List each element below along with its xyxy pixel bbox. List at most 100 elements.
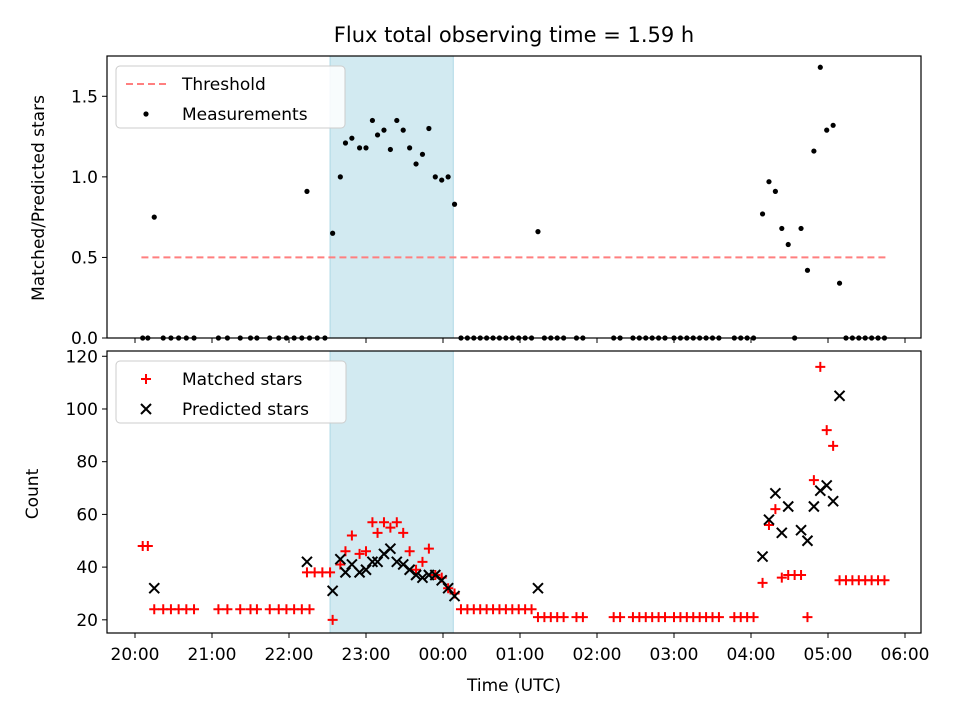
legend-measurement-swatch <box>143 111 149 117</box>
data-point <box>763 513 775 526</box>
data-point <box>304 604 315 615</box>
y-tick-label: 0.5 <box>71 248 98 268</box>
data-point <box>349 135 355 141</box>
x-tick-label: 00:00 <box>419 645 468 665</box>
data-point <box>410 569 422 581</box>
data-point <box>532 582 544 594</box>
data-point <box>385 522 396 533</box>
data-point <box>824 127 830 133</box>
data-point <box>713 612 724 623</box>
data-point <box>330 230 336 236</box>
data-point <box>304 188 310 194</box>
data-point <box>772 188 778 194</box>
data-point <box>235 604 246 615</box>
data-point <box>808 500 820 513</box>
data-point <box>436 574 448 586</box>
data-point <box>354 548 365 559</box>
data-point <box>759 211 766 217</box>
top-panel: 0.0 0.5 1.0 1.5 Threshold Measurements <box>71 55 922 349</box>
data-point <box>439 177 445 183</box>
data-point <box>445 174 451 180</box>
data-point <box>371 556 384 568</box>
data-point <box>400 127 406 133</box>
data-point <box>423 543 434 554</box>
data-point <box>374 132 381 138</box>
data-point <box>327 614 338 625</box>
data-point <box>615 612 626 623</box>
data-point <box>339 566 352 579</box>
data-point <box>821 425 832 436</box>
data-point <box>802 612 813 623</box>
data-point <box>442 582 454 594</box>
x-tick-label: 05:00 <box>804 645 853 665</box>
data-point <box>801 535 814 547</box>
data-point <box>384 542 397 555</box>
data-point <box>416 571 429 584</box>
data-point <box>363 145 369 151</box>
data-point <box>426 125 432 132</box>
legend-label: Threshold <box>181 75 266 95</box>
data-point <box>757 577 768 588</box>
data-point <box>394 117 400 124</box>
bottom-y-axis-label: Count <box>23 468 43 519</box>
y-tick-label: 1.5 <box>71 87 98 107</box>
y-tick-label: 60 <box>76 505 98 525</box>
data-point <box>535 229 541 235</box>
data-point <box>815 361 826 372</box>
legend-label: Measurements <box>182 105 308 125</box>
data-point <box>785 241 791 248</box>
bottom-panel: 20 40 60 80 100 120 20:00 21:00 22:00 23:00 00:00 0… <box>66 347 930 665</box>
data-point <box>776 527 788 539</box>
data-point <box>795 524 807 536</box>
data-point <box>833 390 846 402</box>
x-tick-label: 02:00 <box>573 645 622 665</box>
y-tick-label: 120 <box>66 347 98 367</box>
data-point <box>796 570 807 581</box>
data-point <box>222 604 233 615</box>
x-tick-label: 23:00 <box>342 645 391 665</box>
data-point <box>398 527 409 538</box>
legend-matched-swatch <box>141 374 151 384</box>
data-point <box>411 564 422 575</box>
data-point <box>804 267 811 273</box>
data-point <box>766 179 772 185</box>
data-point <box>334 553 347 565</box>
y-tick-label: 100 <box>66 400 98 420</box>
data-point <box>782 500 794 513</box>
legend-box <box>115 360 347 424</box>
data-point <box>770 504 781 515</box>
data-point <box>381 127 387 133</box>
data-point <box>413 161 419 167</box>
series-predicted-stars <box>148 390 846 602</box>
data-point <box>432 174 438 180</box>
data-point <box>558 612 569 623</box>
data-point <box>366 556 379 568</box>
top-y-axis-label: Matched/Predicted stars <box>29 95 49 301</box>
data-point <box>264 604 275 615</box>
data-point <box>326 585 339 597</box>
data-point <box>149 604 160 615</box>
x-tick-label: 06:00 <box>881 645 930 665</box>
data-point <box>142 541 153 552</box>
data-point <box>367 517 378 528</box>
legend-label: Predicted stars <box>182 400 309 420</box>
data-point <box>417 556 428 567</box>
y-tick-label: 1.0 <box>71 168 98 188</box>
data-point <box>325 567 336 578</box>
data-point <box>830 122 836 128</box>
x-axis-label: Time (UTC) <box>466 676 561 696</box>
legend: Threshold Measurements <box>115 65 346 129</box>
y-tick-label: 0.0 <box>71 329 98 349</box>
x-tick-label: 22:00 <box>265 645 314 665</box>
data-point <box>817 64 823 70</box>
x-tick-label: 03:00 <box>650 645 699 665</box>
data-point <box>776 572 787 583</box>
y-tick-label: 40 <box>76 558 98 578</box>
legend: Matched stars Predicted stars <box>115 360 347 424</box>
data-point <box>448 590 461 602</box>
data-point <box>372 527 383 538</box>
data-point <box>346 530 357 541</box>
data-point <box>360 564 372 576</box>
data-point <box>808 475 819 486</box>
